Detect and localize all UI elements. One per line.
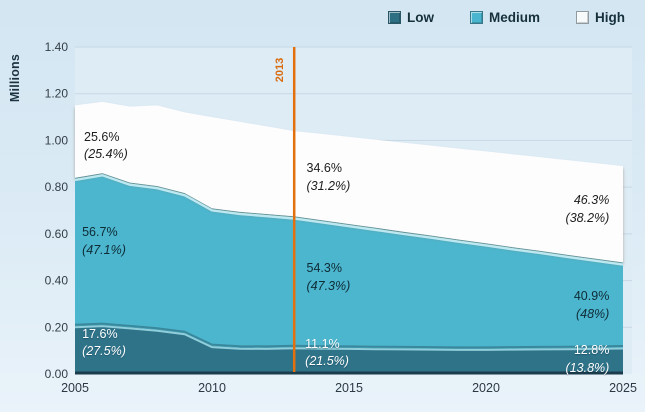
x-tick-label: 2020	[472, 381, 500, 395]
x-axis-baseline	[75, 371, 623, 375]
medium-top-highlight	[74, 174, 624, 266]
annotation-low-2013: 11.1% (21.5%)	[305, 336, 349, 371]
annotation-line: 54.3%	[306, 261, 342, 276]
area-medium	[75, 173, 623, 374]
annotation-low-2005: 17.6% (27.5%)	[82, 326, 126, 361]
x-tick-label: 2015	[335, 381, 363, 395]
annotation-line: 12.8%	[573, 343, 610, 357]
annotation-line: (48%)	[575, 306, 610, 321]
y-tick-label: 1.00	[45, 133, 69, 147]
annotation-low-2025: 12.8% (13.8%)	[566, 342, 610, 377]
y-tick-label: 1.40	[45, 40, 69, 54]
legend-item-high[interactable]: High	[576, 10, 625, 25]
y-tick-label: 0.80	[45, 180, 69, 194]
legend-label: High	[595, 10, 625, 25]
x-tick-label: 2010	[198, 381, 226, 395]
annotation-high-2013: 34.6% (31.2%)	[307, 160, 351, 195]
annotation-line: (25.4%)	[84, 147, 128, 162]
annotation-line: (13.8%)	[565, 360, 610, 375]
annotation-line: 17.6%	[82, 326, 118, 341]
annotation-line: (27.5%)	[82, 344, 126, 359]
legend-label: Medium	[488, 10, 540, 25]
y-tick-label: 0.40	[45, 274, 69, 288]
area-high	[75, 101, 623, 263]
annotation-line: (21.5%)	[305, 354, 349, 369]
x-tick-label: 2005	[61, 381, 89, 395]
chart-legend: Low Medium High	[387, 10, 625, 25]
annotation-line: 40.9%	[573, 289, 610, 304]
annotation-high-2005: 25.6% (25.4%)	[84, 129, 128, 164]
y-tick-label: 0.00	[45, 367, 69, 381]
legend-swatch-icon	[469, 11, 483, 24]
annotation-line: 46.3%	[573, 193, 610, 208]
y-tick-label: 0.20	[45, 320, 69, 334]
annotation-line: (38.2%)	[565, 210, 610, 225]
annotation-line: 11.1%	[305, 336, 340, 351]
annotation-medium-2025: 40.9% (48%)	[574, 288, 609, 323]
annotation-line: (31.2%)	[306, 178, 351, 193]
y-axis-title: Millions	[8, 53, 22, 103]
annotation-medium-2013: 54.3% (47.3%)	[307, 260, 351, 295]
low-top-shadow	[74, 322, 624, 349]
y-tick-label: 0.60	[45, 227, 69, 241]
legend-swatch-icon	[576, 11, 589, 24]
y-tick-label: 1.20	[45, 87, 69, 101]
legend-item-medium[interactable]: Medium	[469, 10, 540, 25]
annotation-line: 25.6%	[84, 129, 120, 144]
low-top-highlight	[74, 325, 624, 351]
vline-year-label: 2013	[274, 57, 287, 83]
legend-item-low[interactable]: Low	[387, 10, 434, 25]
x-tick-label: 2025	[609, 381, 637, 395]
annotation-line: (47.1%)	[82, 242, 126, 257]
annotation-high-2025: 46.3% (38.2%)	[566, 192, 610, 227]
annotation-line: 56.7%	[82, 225, 118, 240]
annotation-line: (47.3%)	[306, 278, 351, 293]
legend-swatch-icon	[387, 11, 401, 24]
annotation-line: 34.6%	[306, 161, 342, 176]
annotation-medium-2005: 56.7% (47.1%)	[82, 224, 126, 259]
legend-label: Low	[406, 10, 434, 25]
